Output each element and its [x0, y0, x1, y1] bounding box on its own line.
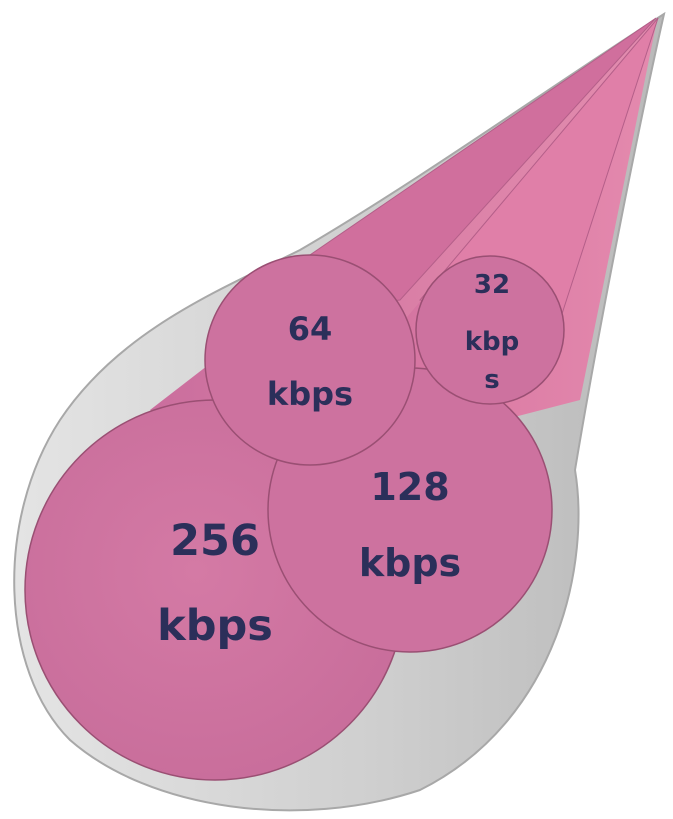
label-32-unit: kbp: [465, 327, 520, 357]
label-128-unit: kbps: [359, 541, 461, 585]
label-32-value: 32: [474, 270, 510, 300]
circle-32: [415, 255, 565, 405]
label-64-unit: kbps: [267, 375, 353, 413]
label-32-unit-wrap: s: [484, 365, 499, 395]
label-64-value: 64: [288, 310, 333, 348]
label-256-unit: kbps: [157, 601, 273, 651]
label-256-value: 256: [170, 516, 260, 566]
circle-64: [204, 254, 416, 466]
label-128-value: 128: [370, 465, 449, 509]
